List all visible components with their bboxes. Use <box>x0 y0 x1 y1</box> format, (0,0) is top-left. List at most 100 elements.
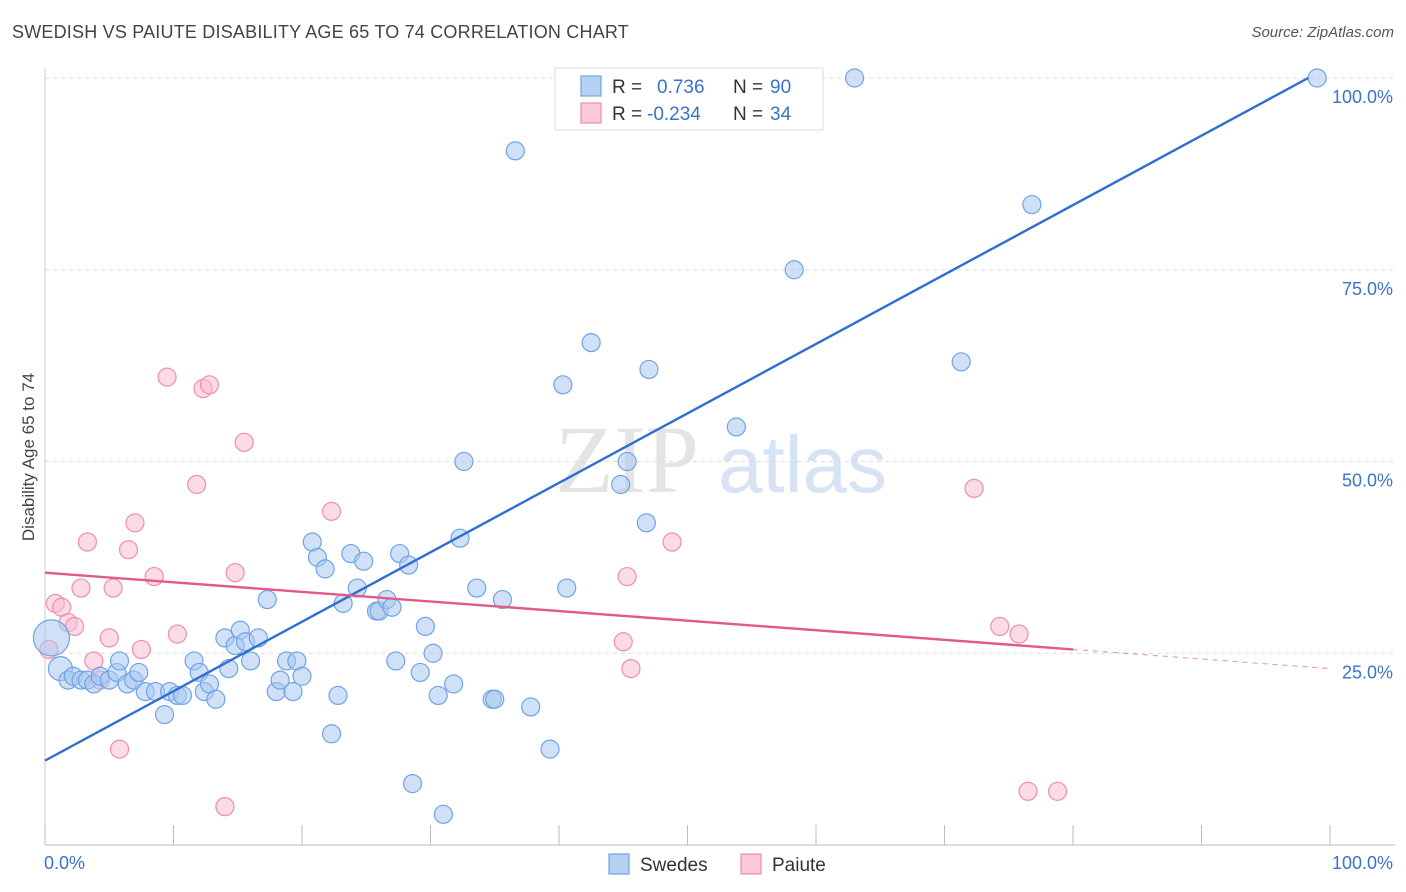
y-tick-label: 25.0% <box>1342 662 1393 682</box>
data-point-paiute <box>131 639 151 660</box>
data-point-swedes <box>521 697 541 717</box>
data-point-swedes <box>415 616 435 637</box>
data-point-paiute <box>617 566 637 587</box>
y-tick-label: 100.0% <box>1332 87 1393 107</box>
legend-r-label: R = <box>612 77 642 98</box>
data-point-paiute <box>621 658 641 679</box>
data-point-swedes <box>553 375 573 395</box>
watermark-atlas: atlas <box>718 420 887 509</box>
data-point-swedes <box>617 451 637 472</box>
data-point-swedes <box>636 513 656 533</box>
data-point-swedes <box>611 474 631 495</box>
data-point-paiute <box>1047 781 1068 801</box>
chart-title: SWEDISH VS PAIUTE DISABILITY AGE 65 TO 7… <box>12 22 629 42</box>
data-point-swedes <box>328 685 348 706</box>
data-point-paiute <box>103 578 123 598</box>
y-tick-label: 75.0% <box>1342 279 1393 299</box>
data-point-swedes <box>410 662 430 683</box>
data-point-swedes <box>467 578 487 598</box>
data-point-swedes <box>726 417 746 437</box>
data-point-swedes <box>386 651 406 671</box>
trendline-swedes <box>44 76 1309 762</box>
data-point-paiute <box>662 532 682 552</box>
data-point-swedes <box>154 705 175 725</box>
series-swedes <box>32 68 1327 824</box>
data-point-paiute <box>144 566 164 587</box>
data-point-paiute <box>157 367 177 387</box>
data-point-paiute <box>613 632 633 652</box>
data-point-swedes <box>241 651 261 671</box>
data-point-swedes <box>485 689 505 709</box>
data-point-swedes <box>315 559 335 579</box>
y-axis-title: Disability Age 65 to 74 <box>19 373 38 541</box>
data-point-swedes <box>428 685 448 706</box>
data-point-swedes <box>444 674 464 694</box>
legend-stats: R = 0.736 N = 90 R = -0.234 N = 34 <box>554 67 824 131</box>
data-point-swedes <box>492 589 513 610</box>
legend-r-value: -0.234 <box>647 104 701 125</box>
trendline-paiute <box>44 571 1074 651</box>
data-point-paiute <box>199 375 220 395</box>
data-point-paiute <box>215 797 235 817</box>
legend-n-label: N = <box>733 77 763 98</box>
data-point-paiute <box>77 532 98 552</box>
data-point-swedes <box>639 359 659 380</box>
legend-r-value: 0.736 <box>657 77 705 98</box>
data-point-swedes <box>402 774 423 794</box>
data-point-swedes <box>505 141 525 161</box>
data-point-swedes <box>433 804 453 824</box>
legend-swatch-swedes <box>608 853 630 875</box>
trendline-extension-paiute <box>1072 648 1331 670</box>
data-point-paiute <box>187 474 207 495</box>
data-point-swedes <box>32 619 71 657</box>
data-point-swedes <box>844 68 865 88</box>
data-point-paiute <box>118 540 139 560</box>
data-point-paiute <box>964 478 984 498</box>
legend-swatch-paiute <box>740 853 762 875</box>
x-tick-label: 100.0% <box>1332 853 1393 873</box>
data-point-swedes <box>423 643 443 663</box>
data-point-paiute <box>109 739 130 759</box>
data-point-paiute <box>225 563 245 583</box>
x-tick-labels: 0.0% 100.0% <box>44 853 1393 873</box>
data-point-swedes <box>321 724 342 744</box>
legend-swatch-swedes <box>580 75 602 97</box>
chart-source: Source: ZipAtlas.com <box>1251 24 1394 41</box>
data-point-swedes <box>581 333 601 353</box>
data-point-paiute <box>125 513 145 533</box>
data-point-paiute <box>167 624 187 644</box>
y-tick-labels: 25.0% 50.0% 75.0% 100.0% <box>1332 87 1393 682</box>
data-point-paiute <box>321 501 342 521</box>
data-point-paiute <box>1009 624 1029 644</box>
data-point-paiute <box>99 628 119 648</box>
data-point-swedes <box>129 662 149 683</box>
data-point-swedes <box>382 597 402 617</box>
series-paiute <box>39 367 1068 817</box>
data-point-paiute <box>71 578 91 598</box>
trendlines <box>44 76 1331 762</box>
data-point-swedes <box>270 670 290 690</box>
data-point-swedes <box>109 651 130 671</box>
data-point-swedes <box>540 739 560 759</box>
data-point-paiute <box>1018 781 1038 801</box>
legend-n-label: N = <box>733 104 763 125</box>
data-point-swedes <box>784 260 804 280</box>
data-point-swedes <box>283 681 303 702</box>
axes <box>44 68 1395 846</box>
data-point-swedes <box>1307 68 1327 88</box>
legend-r-label: R = <box>612 104 642 125</box>
y-tick-label: 50.0% <box>1342 471 1393 491</box>
data-point-swedes <box>257 589 277 610</box>
x-tick-label: 0.0% <box>44 853 85 873</box>
data-point-swedes <box>292 666 312 686</box>
legend-swatch-paiute <box>580 102 602 124</box>
grid-lines <box>45 77 1395 654</box>
watermark: ZIP atlas <box>555 406 887 513</box>
data-point-swedes <box>557 578 577 598</box>
data-point-swedes <box>1022 194 1042 215</box>
legend-label-paiute: Paiute <box>772 855 826 876</box>
legend-n-value: 34 <box>770 104 792 125</box>
data-point-paiute <box>990 616 1010 637</box>
data-point-swedes <box>206 689 226 709</box>
